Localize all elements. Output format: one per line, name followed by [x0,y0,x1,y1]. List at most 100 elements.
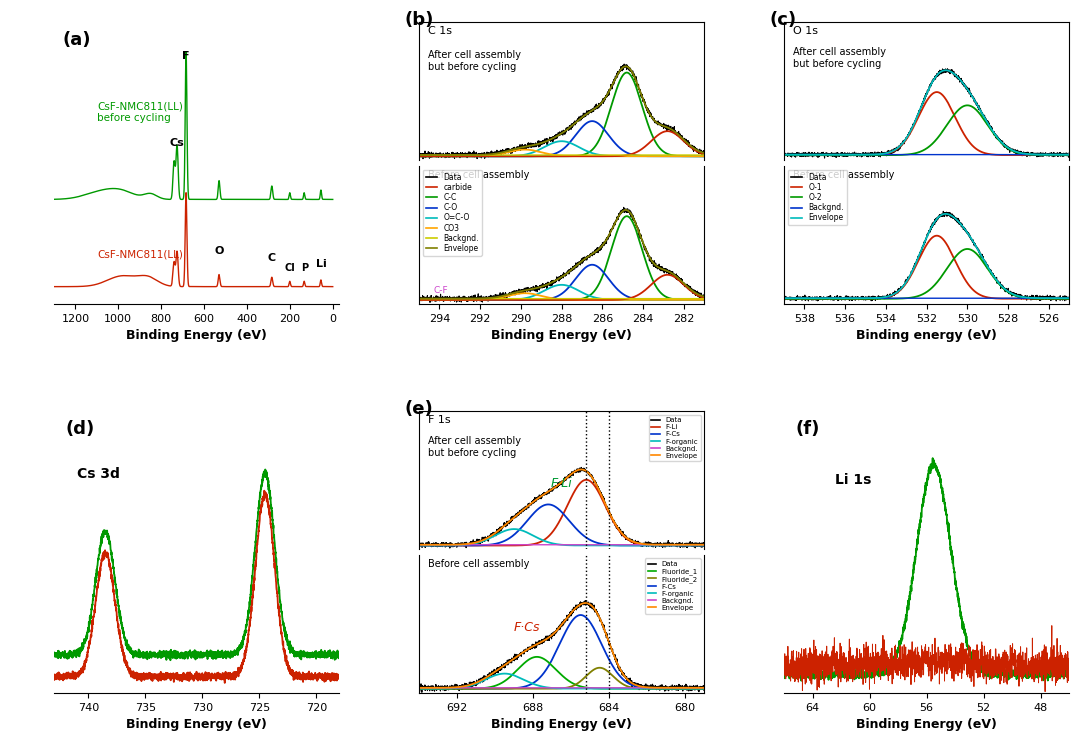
Legend: Data, Fluoride_1, Fluoride_2, F-Cs, F-organic, Backgnd., Envelope: Data, Fluoride_1, Fluoride_2, F-Cs, F-or… [645,558,701,614]
Fluoride_2 [698,684,711,693]
Envelope [421,683,434,692]
Envelope [575,465,588,474]
F-organic [413,541,426,550]
Legend: Data, F-Li, F-Cs, F-organic, Backgnd., Envelope: Data, F-Li, F-Cs, F-organic, Backgnd., E… [649,415,701,461]
F-organic [684,541,697,550]
F-organic [413,684,426,693]
F-Cs [567,615,580,624]
Envelope [413,540,426,549]
Envelope [567,469,580,478]
Fluoride_2 [567,682,580,691]
X-axis label: Binding energy (eV): Binding energy (eV) [856,329,997,343]
F-Cs [542,500,555,509]
Text: CsF-NMC811(LL)
before cycling: CsF-NMC811(LL) before cycling [97,101,183,123]
F-organic [567,684,580,693]
F-Cs [421,541,434,550]
F-Li [421,541,434,550]
Fluoride_1 [567,679,580,688]
Text: Li: Li [315,259,326,268]
Fluoride_2 [593,663,606,672]
Envelope [559,615,572,624]
Line: F-Cs: F-Cs [419,615,704,688]
F-organic [421,684,434,693]
Text: (c): (c) [770,11,797,29]
Fluoride_2 [421,684,434,693]
Text: C-F: C-F [433,286,448,295]
Envelope [698,683,711,692]
F-Cs [698,684,711,693]
Envelope [421,540,434,549]
F-Li [559,505,572,514]
Text: Cs 3d: Cs 3d [77,467,120,481]
Line: F-Li: F-Li [419,480,704,545]
X-axis label: Binding Energy (eV): Binding Energy (eV) [491,329,632,343]
Envelope [684,683,697,692]
F-organic [473,678,486,687]
Text: F 1s: F 1s [428,415,450,425]
Fluoride_1 [413,684,426,693]
Backgnd. [421,540,434,549]
Text: O 1s: O 1s [793,27,818,37]
Text: After cell assembly
but before cycling: After cell assembly but before cycling [428,436,521,457]
Text: C 1s: C 1s [428,27,451,37]
F-organic [421,541,434,550]
Envelope [579,598,592,607]
Envelope [413,683,426,692]
Line: F-organic: F-organic [419,673,704,688]
F-organic [698,541,711,550]
Fluoride_2 [421,684,434,693]
Fluoride_2 [413,684,426,693]
Text: P: P [300,262,308,273]
Line: Fluoride_2: Fluoride_2 [419,668,704,688]
Line: F-organic: F-organic [419,529,704,545]
Fluoride_1 [559,674,572,683]
Envelope [698,540,711,549]
Envelope [421,683,434,692]
F-organic [684,684,697,693]
Backgnd. [413,683,426,692]
F-Cs [413,684,426,693]
Text: F·Cs: F·Cs [514,621,541,634]
F-Cs [473,684,486,693]
X-axis label: Binding Energy (eV): Binding Energy (eV) [856,718,997,731]
Legend: Data, carbide, C-C, C-O, O=C-O, CO3, Backgnd., Envelope: Data, carbide, C-C, C-O, O=C-O, CO3, Bac… [423,170,482,256]
Text: (b): (b) [405,11,434,29]
F-Cs [567,521,580,530]
Envelope [567,606,580,615]
Text: Cl: Cl [284,262,295,273]
F-organic [698,684,711,693]
F-Li [473,541,486,550]
Line: Envelope: Envelope [419,603,704,688]
Backgnd. [684,683,697,692]
Backgnd. [559,540,572,549]
Envelope [473,676,486,685]
Fluoride_1 [530,653,543,662]
Text: F·Li: F·Li [551,477,572,490]
Fluoride_1 [698,684,711,693]
F-Cs [473,541,486,550]
X-axis label: Binding Energy (eV): Binding Energy (eV) [126,329,267,343]
Backgnd. [698,540,711,549]
F-organic [559,684,572,693]
Backgnd. [698,683,711,692]
Text: CsF-NMC811(LL): CsF-NMC811(LL) [97,250,183,259]
F-Li [580,475,593,484]
Text: Li 1s: Li 1s [835,473,872,487]
Line: F-Cs: F-Cs [419,504,704,545]
F-Cs [684,541,697,550]
Text: C: C [268,253,275,263]
X-axis label: Binding Energy (eV): Binding Energy (eV) [126,718,267,731]
F-organic [473,538,486,547]
Text: O: O [215,247,224,256]
Backgnd. [473,683,486,692]
Text: Cs: Cs [170,138,185,148]
Line: Fluoride_1: Fluoride_1 [419,657,704,688]
F-Li [684,541,697,550]
F-Cs [413,541,426,550]
Line: Envelope: Envelope [419,469,704,545]
Fluoride_2 [473,684,486,693]
Text: Before cell assembly: Before cell assembly [428,170,529,180]
Fluoride_1 [421,684,434,693]
Backgnd. [421,683,434,692]
F-Cs [575,611,588,620]
